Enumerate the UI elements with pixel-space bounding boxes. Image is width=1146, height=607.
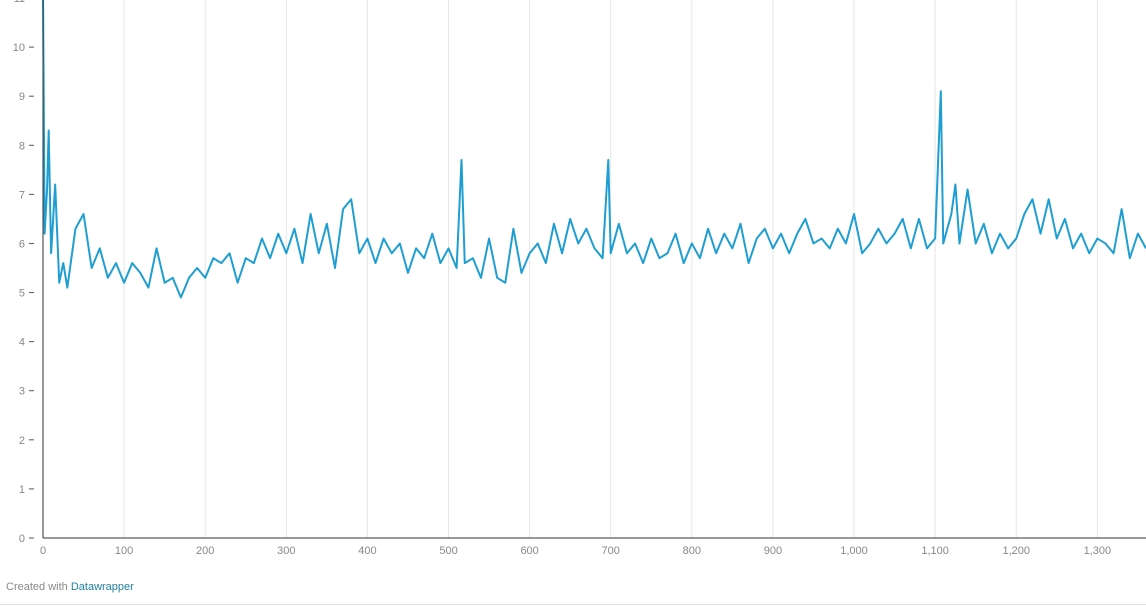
x-tick-label: 900: [764, 545, 782, 557]
x-tick-label: 0: [40, 545, 46, 557]
credit-text: Created with: [6, 581, 68, 593]
x-tick-label: 800: [683, 545, 701, 557]
y-tick-label: 3: [19, 386, 25, 398]
y-tick-label: 8: [19, 140, 25, 152]
y-tick-label: 9: [19, 91, 25, 103]
x-tick-label: 1,000: [840, 545, 868, 557]
y-tick-label: 4: [19, 337, 25, 349]
x-tick-label: 500: [439, 545, 457, 557]
y-tick-label: 7: [19, 189, 25, 201]
x-tick-label: 200: [196, 545, 214, 557]
x-tick-label: 100: [115, 545, 133, 557]
y-tick-label: 5: [19, 288, 25, 300]
y-tick-label: 0: [19, 533, 25, 545]
data-line: [42, 0, 1146, 299]
y-tick-label: 1: [19, 484, 25, 496]
x-tick-label: 1,300: [1084, 545, 1112, 557]
x-tick-label: 1,100: [921, 545, 949, 557]
chart: 0 100 200 300 400 500 600 700 800 900 1,000 1,100 1,…: [13, 0, 1146, 557]
credit-link[interactable]: Datawrapper: [70, 581, 134, 593]
y-tick-label: 6: [19, 238, 25, 250]
y-tick-label: 2: [19, 435, 25, 447]
y-tick-label: 10: [13, 42, 25, 54]
x-tick-label: 700: [602, 545, 620, 557]
x-tick-label: 600: [520, 545, 538, 557]
y-tick-label: 11: [14, 0, 25, 5]
x-tick-label: 400: [358, 545, 376, 557]
divider: [0, 604, 1146, 605]
x-tick-label: 1,200: [1002, 545, 1030, 557]
footer: Created with Datawrapper: [6, 581, 134, 593]
x-tick-label: 300: [277, 545, 295, 557]
